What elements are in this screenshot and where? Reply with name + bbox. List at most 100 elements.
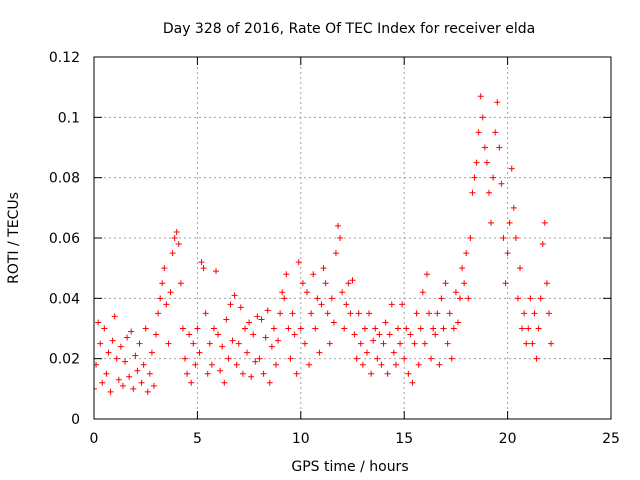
data-point — [500, 235, 507, 241]
data-point — [545, 310, 552, 317]
data-point — [345, 280, 352, 287]
data-point — [502, 280, 509, 287]
data-point — [190, 340, 197, 347]
data-point — [312, 325, 319, 332]
data-point — [229, 337, 236, 344]
data-point — [490, 174, 497, 181]
data-point — [535, 325, 542, 332]
data-point — [202, 310, 209, 317]
data-point — [219, 343, 226, 350]
grid-lines — [94, 57, 611, 419]
data-point — [324, 310, 331, 317]
data-point — [130, 385, 137, 392]
data-point — [244, 349, 251, 356]
data-point — [192, 361, 199, 368]
y-tick-label: 0.04 — [49, 291, 80, 307]
data-point — [366, 310, 373, 317]
data-point — [347, 310, 354, 317]
data-point — [539, 241, 546, 248]
data-point — [144, 388, 151, 395]
data-point — [469, 189, 476, 196]
data-point — [525, 325, 532, 332]
data-point — [328, 295, 335, 302]
data-point — [235, 340, 242, 347]
data-point — [126, 373, 133, 380]
data-point — [330, 319, 337, 326]
data-point — [519, 325, 526, 332]
data-point — [314, 295, 321, 302]
data-point — [384, 370, 391, 377]
data-point — [419, 289, 426, 296]
data-point — [161, 265, 168, 272]
data-point — [177, 280, 184, 287]
data-point — [339, 289, 346, 296]
data-point — [181, 355, 188, 362]
data-point — [512, 235, 519, 241]
data-point — [227, 301, 234, 308]
data-point — [239, 370, 246, 377]
axis-ticks — [93, 56, 612, 420]
data-point — [548, 340, 555, 347]
y-tick-label: 0.1 — [58, 110, 80, 126]
data-point — [248, 373, 255, 380]
data-point — [341, 325, 348, 332]
y-tick-label: 0.02 — [49, 352, 80, 368]
data-point — [196, 349, 203, 356]
data-point — [95, 319, 102, 326]
data-point — [167, 289, 174, 296]
data-point — [204, 370, 211, 377]
data-point — [194, 325, 201, 332]
data-point — [517, 265, 524, 272]
data-point — [353, 355, 360, 362]
data-point — [461, 280, 468, 287]
data-point — [186, 331, 193, 338]
data-point — [471, 174, 478, 181]
data-point — [304, 289, 311, 296]
data-point — [533, 355, 540, 362]
data-point — [363, 349, 370, 356]
data-point — [146, 370, 153, 377]
y-tick-label: 0.08 — [49, 171, 80, 187]
data-point — [289, 310, 296, 317]
data-point — [488, 219, 495, 226]
data-point — [467, 235, 474, 241]
data-point — [440, 325, 447, 332]
data-point — [403, 325, 410, 332]
data-point — [215, 331, 222, 338]
data-point — [492, 129, 499, 136]
data-point — [382, 319, 389, 326]
data-point — [415, 361, 422, 368]
data-point — [155, 310, 162, 317]
data-point — [231, 292, 238, 299]
x-tick-label: 5 — [193, 431, 202, 447]
data-point — [376, 331, 383, 338]
data-point — [465, 295, 472, 302]
data-point — [436, 361, 443, 368]
data-point — [256, 355, 263, 362]
data-point — [208, 361, 215, 368]
data-point — [372, 325, 379, 332]
data-point — [392, 361, 399, 368]
data-point — [270, 325, 277, 332]
data-point — [115, 376, 122, 383]
data-point — [320, 265, 327, 272]
data-point — [128, 328, 135, 335]
data-point — [394, 325, 401, 332]
x-tick-label: 15 — [395, 431, 413, 447]
x-tick-label: 10 — [292, 431, 310, 447]
x-tick-label: 25 — [602, 431, 620, 447]
data-point — [506, 219, 513, 226]
data-point — [430, 325, 437, 332]
data-point — [322, 280, 329, 287]
data-point — [213, 268, 220, 275]
data-point — [254, 313, 261, 320]
data-point — [237, 304, 244, 311]
data-point — [262, 334, 269, 341]
data-point — [122, 358, 129, 365]
data-point — [428, 355, 435, 362]
data-point — [159, 280, 166, 287]
data-point — [514, 295, 521, 302]
data-point — [266, 379, 273, 386]
data-point — [293, 370, 300, 377]
data-point — [454, 319, 461, 326]
